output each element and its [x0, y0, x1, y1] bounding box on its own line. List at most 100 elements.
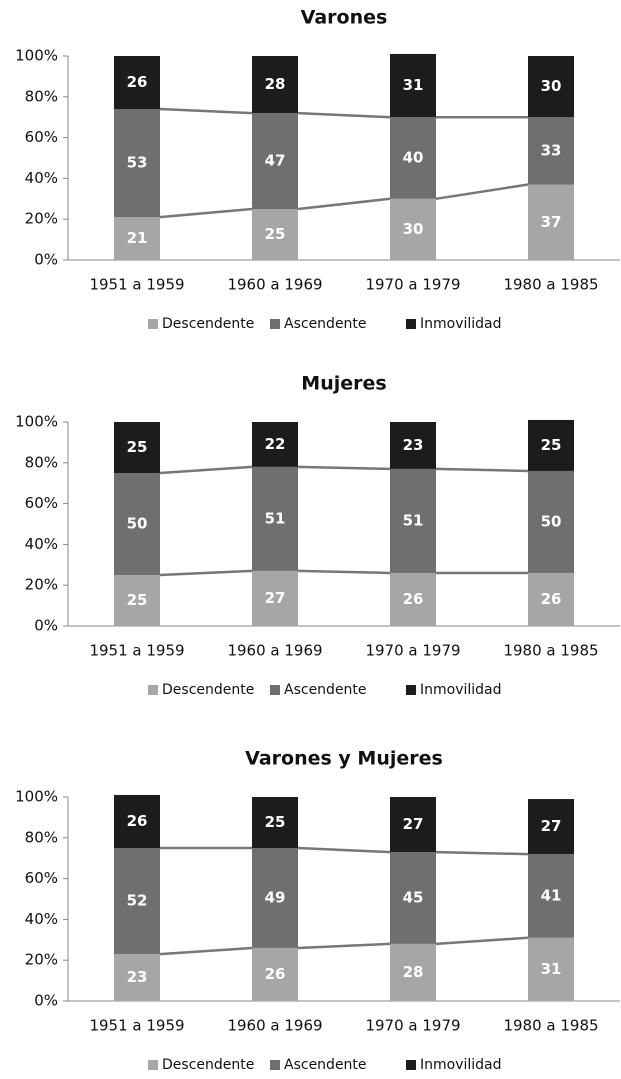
y-tick-label: 0%	[34, 251, 58, 269]
y-tick-label: 40%	[25, 535, 58, 553]
bar-segment	[114, 575, 160, 626]
bar-segment	[390, 797, 436, 853]
bar-segment	[390, 53, 436, 118]
series-line	[159, 569, 253, 577]
value-label: 26	[403, 590, 424, 608]
value-label: 30	[403, 220, 424, 238]
series-line	[159, 107, 253, 115]
legend-swatch	[148, 685, 158, 695]
value-label: 28	[403, 963, 424, 981]
value-label: 33	[541, 141, 562, 159]
value-label: 47	[265, 152, 286, 170]
bar-segment	[528, 854, 574, 938]
bar-segment	[114, 109, 160, 218]
value-label: 45	[403, 888, 424, 906]
legend-swatch	[406, 1060, 416, 1070]
legend-swatch	[406, 319, 416, 329]
x-tick-label: 1980 a 1985	[503, 642, 598, 660]
x-tick-label: 1970 a 1979	[365, 1017, 460, 1035]
value-label: 25	[265, 813, 286, 831]
bar-segment	[252, 113, 298, 209]
y-tick-label: 40%	[25, 910, 58, 928]
bar-segment	[114, 954, 160, 1001]
y-tick-label: 20%	[25, 210, 58, 228]
bar-segment	[528, 56, 574, 118]
legend-label: Descendente	[162, 316, 254, 332]
legend-label: Ascendente	[284, 1057, 367, 1073]
legend-swatch	[148, 1060, 158, 1070]
bar-segment	[252, 797, 298, 848]
series-line	[297, 197, 391, 211]
y-tick-label: 80%	[25, 453, 58, 471]
series-line	[435, 183, 529, 201]
value-label: 22	[265, 435, 286, 453]
value-label: 40	[403, 149, 424, 167]
bar-segment	[528, 419, 574, 471]
bar-segment	[114, 422, 160, 473]
bar-segment	[390, 117, 436, 199]
x-tick-label: 1951 a 1959	[89, 276, 184, 294]
value-label: 21	[127, 229, 148, 247]
bar-segment	[252, 570, 298, 626]
value-label: 30	[541, 77, 562, 95]
legend-swatch	[148, 319, 158, 329]
bar-segment	[114, 473, 160, 575]
legend-label: Descendente	[162, 1057, 254, 1073]
series-line	[435, 850, 529, 856]
y-tick-label: 0%	[34, 992, 58, 1010]
y-tick-label: 20%	[25, 576, 58, 594]
value-label: 41	[541, 886, 562, 904]
value-label: 50	[127, 515, 148, 533]
series-line	[297, 111, 391, 119]
value-label: 26	[265, 965, 286, 983]
bar-segment	[390, 572, 436, 626]
y-tick-label: 80%	[25, 87, 58, 105]
value-label: 25	[265, 225, 286, 243]
legend-label: Ascendente	[284, 682, 367, 698]
value-label: 25	[127, 591, 148, 609]
bar-segment	[528, 117, 574, 185]
value-label: 25	[541, 436, 562, 454]
series-line	[159, 207, 253, 219]
bar-segment	[252, 209, 298, 260]
bar-segment	[114, 794, 160, 848]
value-label: 27	[541, 817, 562, 835]
x-tick-label: 1970 a 1979	[365, 276, 460, 294]
legend-label: Inmovilidad	[420, 1057, 502, 1073]
x-tick-label: 1960 a 1969	[227, 1017, 322, 1035]
y-tick-label: 100%	[15, 788, 58, 806]
bar-segment	[528, 799, 574, 855]
value-label: 31	[403, 76, 424, 94]
y-tick-label: 0%	[34, 617, 58, 635]
value-label: 23	[403, 436, 424, 454]
x-tick-label: 1951 a 1959	[89, 1017, 184, 1035]
legend-swatch	[406, 685, 416, 695]
y-tick-label: 40%	[25, 169, 58, 187]
chart-title: Varones	[301, 7, 388, 29]
x-tick-label: 1951 a 1959	[89, 642, 184, 660]
bar-segment	[528, 937, 574, 1001]
legend-swatch	[270, 1060, 280, 1070]
legend-swatch	[270, 319, 280, 329]
legend-label: Inmovilidad	[420, 316, 502, 332]
bar-segment	[390, 943, 436, 1001]
bar-segment	[252, 848, 298, 948]
y-tick-label: 100%	[15, 47, 58, 65]
value-label: 31	[541, 960, 562, 978]
legend-label: Ascendente	[284, 316, 367, 332]
bar-segment	[390, 422, 436, 469]
bar-segment	[114, 217, 160, 260]
x-tick-label: 1980 a 1985	[503, 276, 598, 294]
value-label: 51	[403, 511, 424, 529]
y-tick-label: 60%	[25, 128, 58, 146]
bar-segment	[252, 56, 298, 114]
bar-segment	[528, 184, 574, 260]
bar-segment	[390, 198, 436, 260]
x-tick-label: 1960 a 1969	[227, 276, 322, 294]
bar-segment	[528, 470, 574, 573]
bar-segment	[252, 947, 298, 1001]
x-tick-label: 1960 a 1969	[227, 642, 322, 660]
bar-segment	[390, 468, 436, 573]
series-line	[159, 465, 253, 475]
